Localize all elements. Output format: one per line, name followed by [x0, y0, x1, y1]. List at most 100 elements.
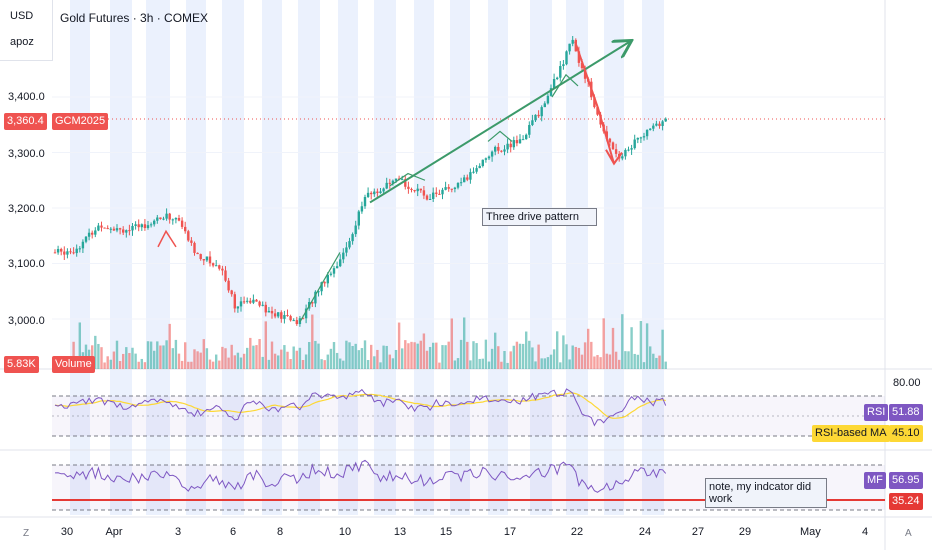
- volume-bar-73: [280, 349, 283, 369]
- volume-bar-72: [277, 355, 280, 369]
- candle-body-38: [171, 219, 174, 221]
- volume-bar-196: [661, 329, 664, 369]
- mf-line: [54, 459, 667, 493]
- candle-body-73: [280, 312, 283, 319]
- volume-bar-52: [215, 354, 218, 369]
- candle-body-129: [453, 187, 457, 190]
- candle-body-147: [509, 143, 512, 148]
- volume-bar-38: [171, 348, 174, 369]
- candle-body-101: [366, 192, 370, 197]
- volume-bar-131: [459, 339, 463, 369]
- candle-body-86: [320, 282, 323, 292]
- volume-bar-20: [115, 340, 119, 369]
- zoom-button[interactable]: Z: [23, 528, 30, 539]
- auto-scale-button[interactable]: A: [905, 528, 912, 539]
- volume-bar-90: [332, 342, 336, 369]
- candle-body-32: [153, 220, 156, 225]
- candle-body-16: [103, 227, 106, 229]
- volume-bar-35: [162, 345, 165, 369]
- candle-body-78: [295, 320, 298, 325]
- currency-box[interactable]: USD apoz: [0, 0, 53, 61]
- volume-bar-197: [664, 361, 667, 369]
- candle-body-153: [528, 125, 531, 135]
- volume-bar-43: [187, 361, 190, 369]
- candle-body-85: [317, 291, 320, 293]
- candle-body-18: [109, 228, 112, 230]
- pattern-annotation[interactable]: Three drive pattern: [482, 208, 597, 226]
- volume-bar-109: [391, 358, 395, 369]
- note-annotation[interactable]: note, my indcator did work: [705, 478, 827, 508]
- volume-bar-29: [143, 362, 147, 369]
- volume-bar-57: [230, 344, 233, 369]
- volume-bar-15: [100, 347, 103, 369]
- candle-body-108: [388, 182, 391, 184]
- volume-bar-182: [618, 359, 621, 369]
- candle-body-50: [208, 256, 212, 264]
- user-label: apoz: [10, 36, 34, 48]
- candle-body-64: [252, 299, 255, 303]
- volume-bar-69: [267, 359, 271, 369]
- volume-bar-171: [583, 342, 587, 369]
- candle-body-23: [125, 230, 128, 233]
- session-band-6: [298, 0, 320, 515]
- candle-body-151: [521, 139, 525, 141]
- x-tick-label-11: 27: [691, 526, 705, 538]
- volume-bar-24: [128, 353, 131, 369]
- candle-body-121: [428, 199, 432, 201]
- candle-body-144: [500, 150, 503, 152]
- volume-bar-148: [512, 345, 515, 369]
- candle-body-158: [543, 103, 546, 108]
- candle-body-180: [611, 142, 615, 150]
- session-band-4: [222, 0, 244, 515]
- candle-body-150: [518, 139, 522, 144]
- volume-bar-132: [463, 317, 466, 369]
- volume-bar-76: [289, 359, 292, 369]
- chart-title[interactable]: Gold Futures · 3h · COMEX: [60, 11, 209, 25]
- candle-body-58: [233, 294, 236, 309]
- volume-bar-170: [580, 354, 584, 369]
- volume-bar-46: [196, 351, 199, 369]
- volume-bar-85: [317, 343, 320, 369]
- candle-body-112: [401, 179, 404, 181]
- volume-bar-114: [407, 343, 410, 369]
- volume-bar-153: [528, 340, 531, 369]
- candle-body-27: [137, 224, 140, 228]
- volume-bar-86: [320, 359, 323, 369]
- candle-body-102: [370, 192, 373, 195]
- volume-bar-142: [494, 332, 497, 369]
- volume-bar-130: [456, 358, 460, 369]
- candle-body-195: [658, 123, 661, 126]
- volume-bar-70: [270, 341, 274, 369]
- volume-bar-113: [404, 340, 407, 369]
- volume-bar-27: [137, 361, 140, 369]
- candle-body-127: [447, 187, 450, 189]
- volume-bar-165: [565, 344, 568, 369]
- rsi-ma-value-tag: 45.10: [889, 425, 923, 442]
- candle-body-140: [487, 156, 491, 159]
- session-band-1: [110, 0, 132, 515]
- candle-body-89: [329, 273, 333, 275]
- volume-bar-62: [246, 347, 249, 369]
- candle-body-149: [515, 140, 519, 144]
- volume-bar-32: [153, 350, 156, 369]
- mf-name-tag: MF: [864, 472, 886, 489]
- x-tick-label-0: 30: [60, 526, 74, 538]
- volume-bar-71: [273, 353, 277, 369]
- volume-bar-133: [466, 341, 469, 369]
- volume-bar-14: [97, 343, 100, 369]
- x-tick-label-14: 4: [861, 526, 869, 538]
- volume-bar-110: [394, 349, 398, 369]
- candle-body-184: [624, 149, 627, 157]
- volume-bar-48: [202, 339, 205, 369]
- volume-bar-56: [227, 357, 230, 369]
- candle-body-163: [559, 66, 562, 78]
- reversal-arrowhead: [605, 149, 623, 166]
- volume-bar-88: [326, 354, 329, 369]
- candle-body-97: [354, 225, 357, 235]
- candle-body-123: [435, 192, 438, 194]
- candle-body-194: [655, 123, 658, 126]
- candle-body-128: [450, 188, 453, 190]
- volume-bar-168: [574, 346, 577, 369]
- volume-bar-152: [525, 331, 528, 369]
